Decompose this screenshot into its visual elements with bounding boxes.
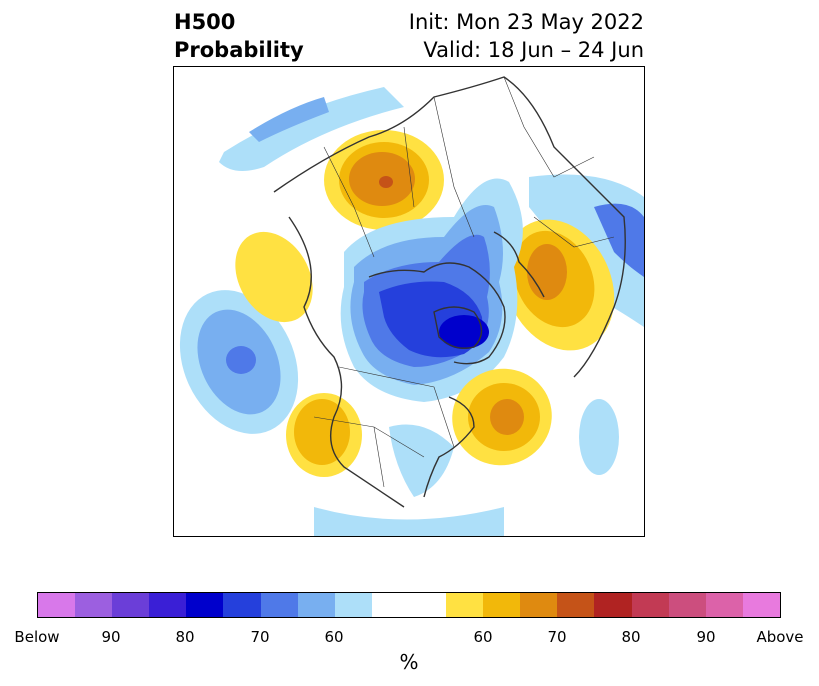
anomaly-east-core — [594, 203, 644, 277]
colorbar-segment — [594, 593, 632, 617]
anomaly-west-high — [235, 231, 313, 323]
colorbar-segment — [668, 593, 706, 617]
colorbar-segment — [520, 593, 558, 617]
colorbar-tick-label: 80 — [175, 628, 195, 646]
colorbar-segment — [75, 593, 113, 617]
anomaly-wna-high — [286, 393, 362, 477]
anomaly-pacific-low — [179, 290, 299, 434]
coastlines — [273, 76, 626, 508]
colorbar-segment — [705, 593, 743, 617]
colorbar-segment — [297, 593, 335, 617]
colorbar-tick-label: Above — [756, 628, 804, 646]
colorbar-segment — [446, 593, 484, 617]
map-panel — [173, 66, 645, 537]
init-date: Init: Mon 23 May 2022 — [408, 10, 644, 34]
colorbar-segment — [260, 593, 298, 617]
colorbar-tick-label: 70 — [547, 628, 567, 646]
colorbar-segment — [483, 593, 521, 617]
title-left: H500 Probability — [174, 8, 304, 64]
colorbar-tick-label: 80 — [621, 628, 641, 646]
anomaly-scandinavia-high — [324, 130, 444, 230]
colorbar-segment — [557, 593, 595, 617]
colorbar-segment — [223, 593, 261, 617]
colorbar-tick-label: 60 — [324, 628, 344, 646]
colorbar-tick-label: 90 — [696, 628, 716, 646]
anomaly-siberia-high — [503, 219, 615, 351]
colorbar-segment — [334, 593, 372, 617]
title-right: Init: Mon 23 May 2022 Valid: 18 Jun – 24… — [409, 8, 644, 64]
anomaly-south-low — [314, 507, 504, 536]
polar-map — [174, 76, 644, 536]
anomaly-nw-arc — [219, 87, 404, 171]
anomaly-atlantic-high — [452, 368, 552, 466]
colorbar-tick-label: 70 — [250, 628, 270, 646]
anomaly-nw-core — [249, 97, 329, 142]
colorbar-segment — [631, 593, 669, 617]
colorbar-tick-label: 90 — [101, 628, 121, 646]
anomaly-central-low — [389, 424, 454, 497]
colorbar-unit: % — [399, 650, 419, 674]
colorbar-tick-label: Below — [14, 628, 60, 646]
colorbar-segment — [149, 593, 187, 617]
colorbar — [37, 592, 781, 618]
colorbar-segment — [38, 593, 76, 617]
colorbar-segment — [186, 593, 224, 617]
colorbar-segment — [112, 593, 150, 617]
title-probability: Probability — [174, 38, 304, 62]
anomaly-se-low — [579, 399, 619, 475]
valid-range: Valid: 18 Jun – 24 Jun — [423, 38, 644, 62]
anomaly-arctic-low — [340, 178, 523, 402]
colorbar-segment — [742, 593, 780, 617]
colorbar-tick-label: 60 — [473, 628, 493, 646]
title-variable: H500 — [174, 10, 236, 34]
political-borders — [313, 76, 615, 488]
colorbar-segment — [371, 593, 447, 617]
